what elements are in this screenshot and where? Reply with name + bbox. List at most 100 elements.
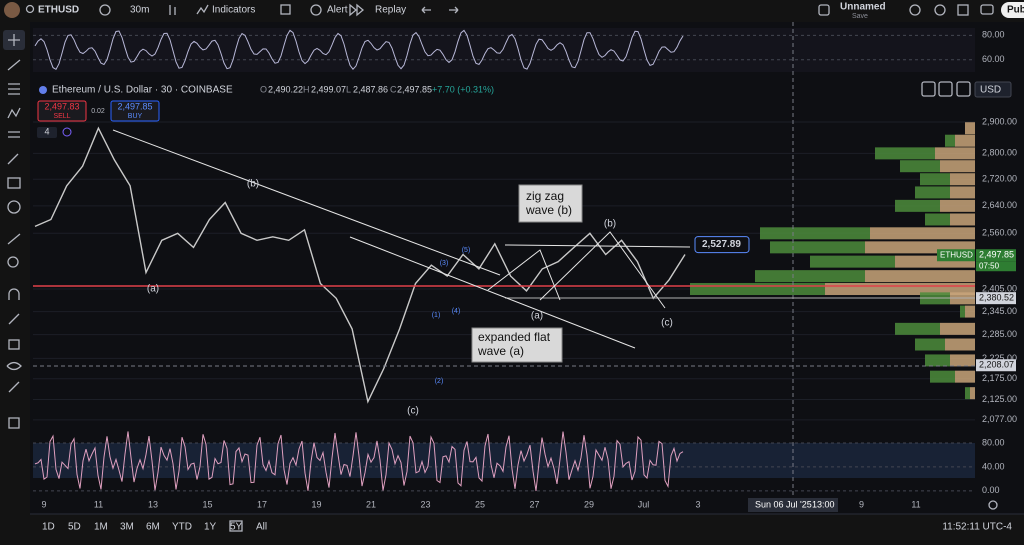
date-range-icon[interactable]	[229, 520, 243, 532]
buy-label[interactable]: BUY	[128, 113, 143, 120]
top-toolbar	[0, 0, 1024, 22]
drawing-tools[interactable]	[6, 59, 22, 429]
publish-label[interactable]: Pub	[1007, 5, 1024, 16]
avatar[interactable]	[4, 2, 20, 18]
volume-up	[925, 213, 950, 226]
pane-tick-label: 80.00	[982, 30, 1005, 40]
indicator-count[interactable]: 4	[44, 126, 49, 136]
volume-down	[940, 160, 975, 173]
undo-button[interactable]	[421, 6, 431, 14]
low-value: 2,487.86	[353, 84, 388, 94]
wave-label: (c)	[661, 318, 673, 329]
save-label[interactable]: Save	[852, 13, 868, 20]
symbol[interactable]: ETHUSD	[38, 5, 79, 16]
y-tick-label: 2,720.00	[982, 174, 1017, 184]
volume-up	[965, 387, 970, 400]
replay-button[interactable]: Replay	[375, 5, 406, 16]
range-button[interactable]: 5Y	[230, 522, 243, 533]
x-tick-label: 23	[420, 499, 430, 509]
x-tick-label: 21	[366, 499, 376, 509]
redo-button[interactable]	[449, 6, 459, 14]
indicators-button[interactable]: Indicators	[212, 5, 255, 16]
axis-settings[interactable]	[988, 500, 998, 510]
level-tag-label: 2,208.07	[979, 360, 1014, 370]
indicator-toggle[interactable]	[37, 127, 57, 138]
legend-title: Ethereum / U.S. Dollar · 30 · COINBASE	[52, 85, 233, 96]
layout-name[interactable]: Unnamed	[840, 2, 886, 13]
range-button[interactable]: YTD	[172, 522, 192, 533]
layouts-icon[interactable]	[280, 4, 291, 15]
reset-chart[interactable]	[956, 81, 971, 97]
x-tick-label: 11	[94, 499, 103, 509]
buy-price[interactable]: 2,497.85	[117, 101, 152, 111]
close-key: C	[390, 84, 397, 94]
range-button[interactable]: 1M	[94, 522, 108, 533]
pane-tick-label: 0.00	[982, 485, 1000, 495]
level-tag	[976, 292, 1016, 305]
current-price-tag	[976, 249, 1016, 262]
x-tick-label: 25	[475, 499, 485, 509]
interval[interactable]: 30m	[130, 5, 149, 16]
range-button[interactable]: 3M	[120, 522, 134, 533]
range-button[interactable]: 6M	[146, 522, 160, 533]
volume-up	[875, 147, 935, 160]
range-button[interactable]: 1Y	[204, 522, 217, 533]
wave-label: (c)	[407, 406, 419, 417]
volume-up	[915, 338, 945, 351]
y-tick-label: 2,125.00	[982, 394, 1017, 404]
alert-button[interactable]: Alert	[327, 5, 348, 16]
crosshair-date: Sun 06 Jul '25	[755, 499, 812, 509]
compare-button[interactable]	[99, 4, 111, 16]
range-button[interactable]: All	[256, 522, 267, 533]
volume-down	[935, 147, 975, 160]
price-line	[34, 126, 686, 404]
range-button[interactable]: 5D	[68, 522, 81, 533]
quick-search[interactable]	[909, 4, 921, 16]
replay-icon[interactable]	[349, 3, 365, 17]
x-tick-label: Jul	[638, 499, 650, 509]
volume-down	[950, 213, 975, 226]
layout-checkbox[interactable]	[818, 4, 830, 16]
currency[interactable]: USD	[980, 85, 1001, 96]
buy-button[interactable]	[110, 100, 160, 122]
callout-text: expanded flat	[478, 330, 551, 344]
y-tick-label: 2,560.00	[982, 228, 1017, 238]
sub-wave: (5)	[462, 247, 471, 254]
price-callout	[694, 236, 750, 254]
close-value: 2,497.85	[397, 84, 432, 94]
indicators-icon[interactable]	[196, 4, 209, 15]
left-toolbar	[0, 22, 30, 545]
volume-up	[760, 227, 870, 240]
callout-text: zig zag	[526, 189, 564, 203]
scroll-down[interactable]	[938, 81, 953, 97]
volume-up	[895, 199, 940, 212]
sell-label[interactable]: SELL	[53, 113, 70, 120]
sell-button[interactable]	[37, 100, 87, 122]
settings[interactable]	[934, 4, 946, 16]
volume-up	[755, 270, 865, 283]
wave-label: (b)	[247, 179, 259, 190]
currency-box[interactable]	[974, 81, 1012, 98]
volume-up	[920, 173, 950, 186]
search-icon[interactable]	[25, 4, 35, 14]
callout-box	[518, 184, 583, 223]
countdown-tag	[976, 261, 1016, 272]
volume-up	[960, 305, 965, 318]
crosshair-date-tag	[748, 498, 838, 512]
chart-type-icon[interactable]	[169, 5, 176, 15]
snapshot[interactable]	[980, 4, 994, 15]
publish-button[interactable]	[1001, 2, 1024, 18]
range-button[interactable]: 1D	[42, 522, 55, 533]
volume-down	[955, 134, 975, 147]
y-tick-label: 2,285.00	[982, 329, 1017, 339]
symbol-tag	[937, 249, 975, 262]
scroll-up[interactable]	[921, 81, 936, 97]
volume-down	[950, 354, 975, 367]
x-tick-label: 9	[41, 499, 46, 509]
sell-price[interactable]: 2,497.83	[44, 101, 79, 111]
fullscreen[interactable]	[957, 4, 969, 16]
x-tick-label: 17	[257, 499, 267, 509]
pane-tick-label: 40.00	[982, 461, 1005, 471]
alert-icon[interactable]	[310, 4, 322, 16]
